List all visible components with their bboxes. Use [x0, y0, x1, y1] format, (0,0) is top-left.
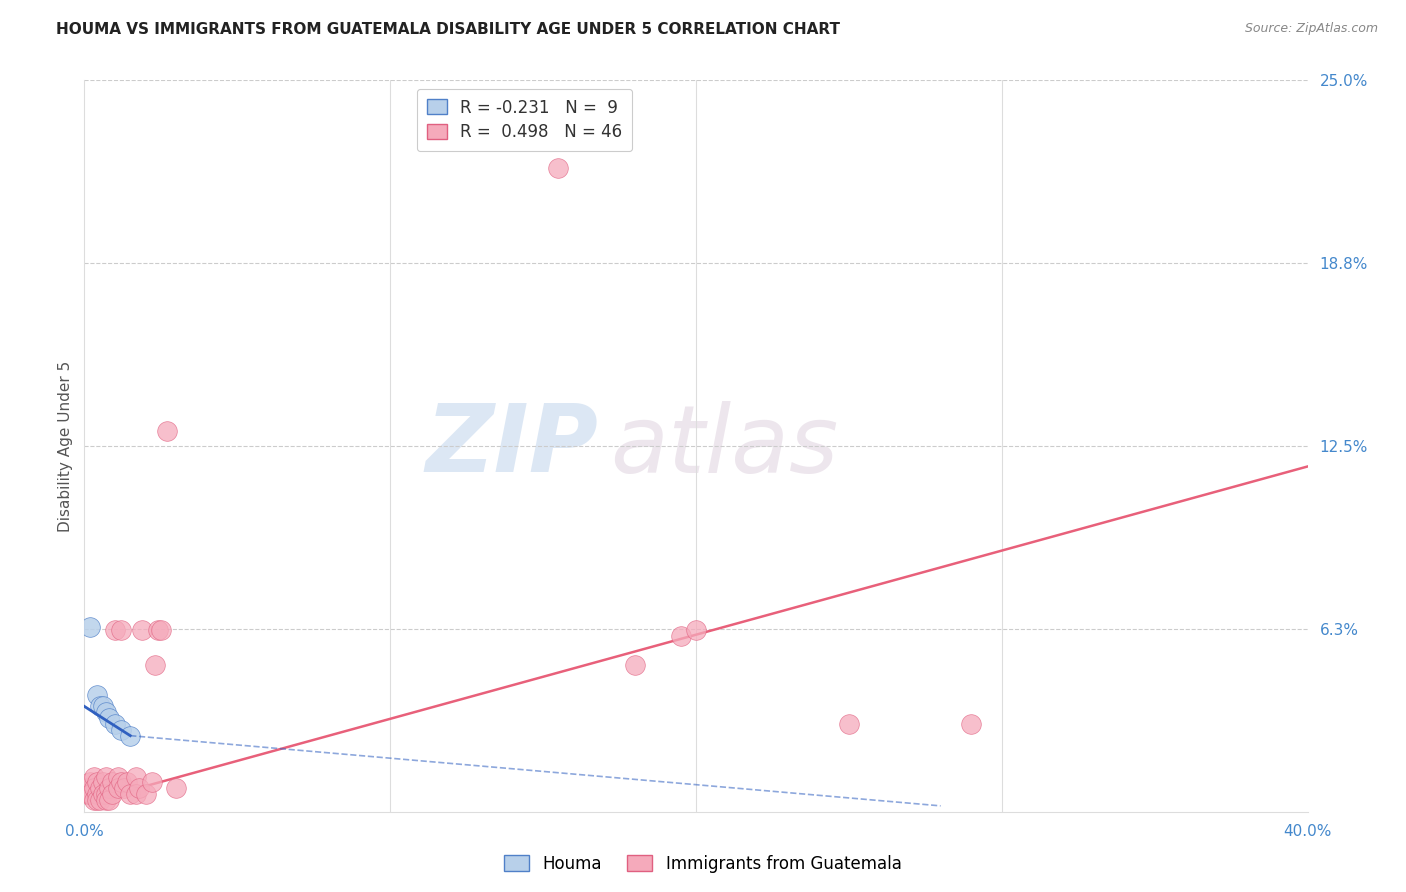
Point [79, 787, 101, 801]
Point [107, 770, 129, 784]
Point [97, 781, 120, 796]
Text: atlas: atlas [610, 401, 838, 491]
Point [960, 717, 983, 731]
Point [86, 787, 108, 801]
Point [83, 770, 105, 784]
Point [91, 775, 114, 789]
Point [146, 624, 169, 638]
Point [669, 629, 692, 643]
Point [149, 624, 172, 638]
Point [101, 787, 124, 801]
Text: HOUMA VS IMMIGRANTS FROM GUATEMALA DISABILITY AGE UNDER 5 CORRELATION CHART: HOUMA VS IMMIGRANTS FROM GUATEMALA DISAB… [56, 22, 841, 37]
Point [94, 793, 117, 807]
Point [128, 781, 150, 796]
Point [91, 699, 114, 714]
Point [104, 717, 127, 731]
Point [97, 793, 120, 807]
Point [101, 775, 124, 789]
Point [135, 787, 157, 801]
Point [120, 729, 142, 743]
Point [79, 775, 101, 789]
Point [115, 775, 138, 789]
Point [120, 787, 142, 801]
Point [125, 787, 148, 801]
Point [141, 775, 163, 789]
Point [76, 787, 98, 801]
Point [110, 624, 132, 638]
Point [107, 781, 129, 796]
Point [165, 781, 187, 796]
Point [547, 161, 569, 175]
Point [104, 624, 127, 638]
Point [89, 781, 111, 796]
Point [125, 770, 148, 784]
Text: ZIP: ZIP [425, 400, 598, 492]
Point [94, 705, 117, 719]
Point [89, 793, 111, 807]
Point [685, 624, 707, 638]
Point [838, 717, 860, 731]
Point [97, 711, 120, 725]
Point [86, 688, 108, 702]
Point [112, 781, 135, 796]
Point [86, 775, 108, 789]
Point [89, 699, 111, 714]
Point [79, 620, 101, 634]
Point [91, 787, 114, 801]
Point [624, 658, 647, 673]
Point [86, 793, 108, 807]
Point [110, 723, 132, 737]
Point [94, 770, 117, 784]
Point [131, 624, 153, 638]
Y-axis label: Disability Age Under 5: Disability Age Under 5 [58, 360, 73, 532]
Point [83, 793, 105, 807]
Point [156, 425, 179, 439]
Point [94, 787, 117, 801]
Point [143, 658, 166, 673]
Text: Source: ZipAtlas.com: Source: ZipAtlas.com [1244, 22, 1378, 36]
Point [110, 775, 132, 789]
Legend: R = -0.231   N =  9, R =  0.498   N = 46: R = -0.231 N = 9, R = 0.498 N = 46 [418, 88, 633, 152]
Legend: Houma, Immigrants from Guatemala: Houma, Immigrants from Guatemala [498, 848, 908, 880]
Point [76, 781, 98, 796]
Point [83, 781, 105, 796]
